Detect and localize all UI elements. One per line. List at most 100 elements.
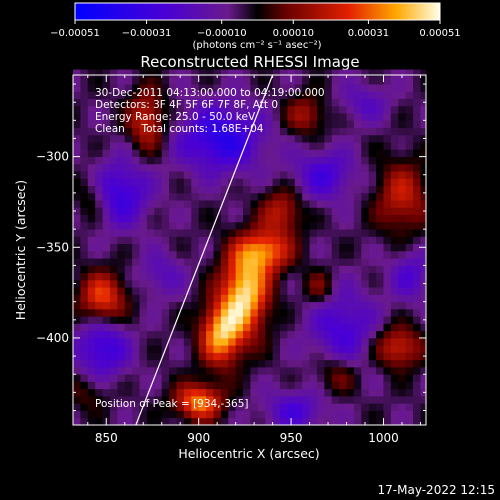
heatmap-cell (213, 250, 222, 259)
heatmap-cell (235, 410, 244, 419)
heatmap-cell (109, 381, 118, 390)
heatmap-cell (102, 287, 111, 295)
heatmap-cell (87, 171, 96, 179)
heatmap-cell (124, 185, 133, 194)
heatmap-cell (287, 308, 296, 317)
heatmap-cell (124, 381, 133, 390)
heatmap-cell (353, 388, 362, 397)
heatmap-cell (169, 258, 177, 266)
heatmap-cell (117, 279, 126, 288)
heatmap-cell (213, 113, 222, 121)
heatmap-cell (73, 200, 81, 208)
heatmap-cell (287, 200, 296, 208)
heatmap-cell (272, 134, 281, 143)
heatmap-cell (243, 323, 251, 332)
heatmap-cell (80, 105, 89, 114)
heatmap-cell (294, 214, 303, 223)
heatmap-cell (361, 171, 370, 179)
heatmap-cell (191, 156, 200, 165)
heatmap-cell (250, 156, 259, 165)
heatmap-cell (405, 236, 414, 245)
heatmap-cell (250, 98, 259, 107)
heatmap-cell (302, 185, 310, 194)
heatmap-cell (176, 178, 185, 187)
heatmap-cell (265, 395, 273, 404)
heatmap-cell (161, 214, 170, 223)
heatmap-cell (176, 417, 185, 426)
heatmap-cell (95, 258, 103, 266)
heatmap-cell (346, 337, 355, 346)
heatmap-cell (198, 359, 207, 368)
heatmap-cell (132, 76, 140, 85)
heatmap-cell (243, 243, 251, 252)
heatmap-cell (353, 403, 362, 411)
heatmap-cell (272, 374, 281, 382)
heatmap-cell (390, 337, 399, 346)
heatmap-cell (95, 200, 103, 208)
heatmap-cell (124, 366, 133, 375)
heatmap-cell (183, 98, 192, 107)
heatmap-cell (361, 366, 370, 375)
heatmap-cell (294, 142, 303, 150)
heatmap-cell (346, 134, 355, 143)
heatmap-cell (294, 243, 303, 252)
heatmap-cell (198, 134, 207, 143)
heatmap-cell (169, 163, 177, 172)
heatmap-cell (376, 294, 384, 303)
heatmap-cell (87, 207, 96, 216)
heatmap-cell (124, 200, 133, 208)
heatmap-cell (309, 316, 318, 324)
heatmap-cell (413, 84, 421, 92)
heatmap-cell (117, 236, 126, 245)
heatmap-cell (353, 417, 362, 426)
heatmap-cell (154, 250, 163, 259)
heatmap-cell (353, 229, 362, 237)
heatmap-cell (250, 395, 259, 404)
heatmap-cell (213, 330, 222, 339)
heatmap-cell (302, 301, 310, 310)
heatmap-cell (376, 98, 384, 107)
heatmap-cell (287, 265, 296, 274)
heatmap-cell (206, 388, 214, 397)
heatmap-cell (405, 163, 414, 172)
heatmap-cell (73, 236, 81, 245)
heatmap-cell (398, 134, 407, 143)
heatmap-cell (346, 250, 355, 259)
heatmap-cell (309, 381, 318, 390)
heatmap-cell (353, 287, 362, 295)
heatmap-cell (413, 149, 421, 157)
heatmap-cell (220, 207, 229, 216)
heatmap-cell (383, 171, 392, 179)
heatmap-cell (316, 308, 325, 317)
heatmap-cell (198, 258, 207, 266)
heatmap-cell (302, 134, 310, 143)
heatmap-cell (243, 76, 251, 85)
heatmap-cell (132, 185, 140, 194)
heatmap-cell (243, 84, 251, 92)
heatmap-cell (272, 388, 281, 397)
heatmap-cell (309, 69, 318, 78)
heatmap-cell (287, 163, 296, 172)
heatmap-cell (413, 337, 421, 346)
heatmap-cell (243, 69, 251, 78)
heatmap-cell (420, 185, 427, 194)
heatmap-cell (316, 221, 325, 230)
heatmap-cell (265, 113, 273, 121)
heatmap-cell (80, 272, 89, 281)
heatmap-cell (161, 127, 170, 136)
heatmap-cell (213, 272, 222, 281)
heatmap-cell (302, 359, 310, 368)
heatmap-cell (331, 359, 340, 368)
heatmap-cell (124, 214, 133, 223)
heatmap-cell (154, 279, 163, 288)
heatmap-cell (228, 381, 237, 390)
heatmap-cell (353, 258, 362, 266)
heatmap-cell (109, 243, 118, 252)
heatmap-cell (309, 345, 318, 353)
heatmap-cell (132, 366, 140, 375)
heatmap-cell (361, 258, 370, 266)
heatmap-cell (206, 301, 214, 310)
heatmap-cell (287, 120, 296, 128)
heatmap-cell (316, 192, 325, 201)
heatmap-cell (73, 105, 81, 114)
